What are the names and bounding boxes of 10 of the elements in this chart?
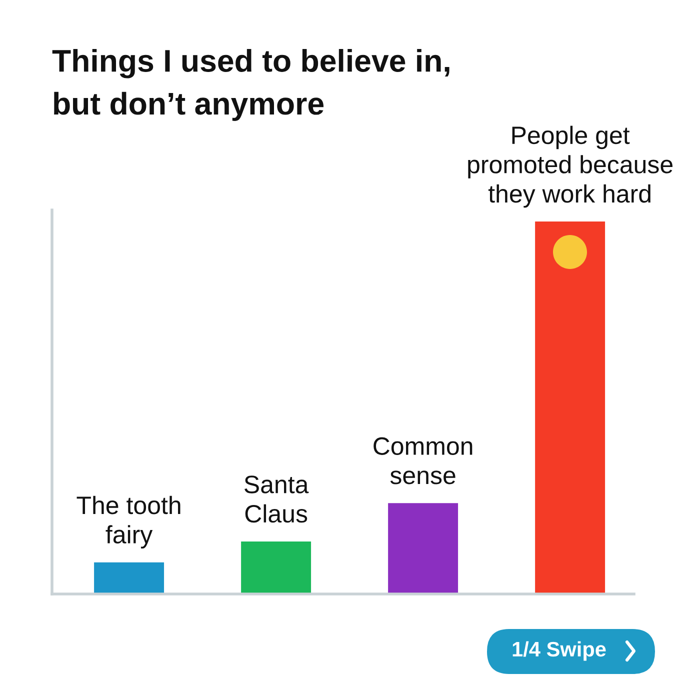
x-tick-label: Common sense: [374, 437, 472, 484]
text: 1/4 Swipe: [512, 641, 606, 661]
bar: [535, 222, 606, 594]
x-tick-label: People get promoted because they work hard: [468, 126, 672, 208]
bar: [94, 562, 164, 594]
x-tick-label: The tooth fairy: [76, 496, 180, 548]
x-tick-label: Santa Claus: [244, 476, 309, 523]
bar: [388, 503, 458, 594]
bar: [241, 541, 312, 594]
chart-title: Things I used to believe in, but don’t anymore: [52, 49, 450, 121]
